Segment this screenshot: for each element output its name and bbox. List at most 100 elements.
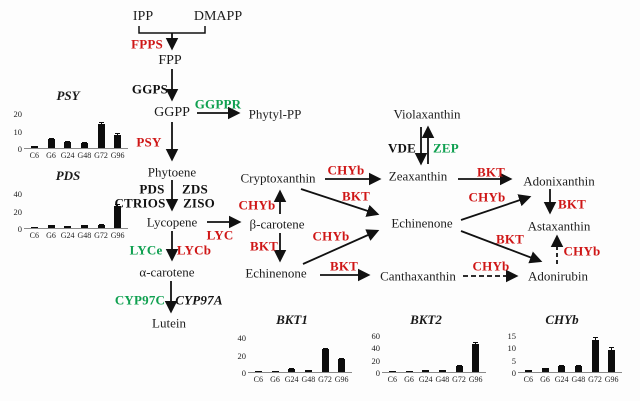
x-tick-label: G96 bbox=[110, 231, 125, 240]
chart-bkt2: BKT2 0 20 40 60 C6 G6 G24 G48 G72 G96 bbox=[360, 312, 492, 388]
metabolite-phytyl-pp: Phytyl-PP bbox=[248, 106, 302, 122]
x-axis-line bbox=[24, 228, 128, 229]
y-tick-label: 5 bbox=[511, 355, 516, 366]
metabolite-echinenone-left: Echinenone bbox=[245, 265, 307, 281]
y-tick-label: 10 bbox=[507, 343, 517, 354]
bar-G96 bbox=[608, 349, 616, 372]
enzyme-bkt-zeaxanthin-adonix: BKT bbox=[476, 164, 506, 180]
bar-G48 bbox=[80, 142, 88, 148]
chart-plot-chyb: 0 5 10 15 C6 G6 G24 G48 G72 G96 bbox=[508, 330, 622, 388]
error-bar bbox=[475, 341, 477, 345]
error-bar-cap bbox=[609, 347, 615, 349]
error-bar-cap bbox=[98, 122, 104, 124]
chart-plot-pds: 0 20 40 C6 G6 G24 G48 G72 G96 bbox=[14, 186, 128, 244]
bar-G72 bbox=[321, 349, 329, 372]
y-tick-label: 20 bbox=[371, 355, 381, 366]
enzyme-lyc: LYC bbox=[206, 227, 234, 243]
x-axis-line bbox=[518, 372, 622, 373]
bar-C6 bbox=[388, 371, 396, 372]
metabolite-adonirubin: Adonirubin bbox=[528, 268, 588, 284]
y-tick-label: 0 bbox=[511, 368, 516, 378]
metabolite-echinenone-center: Echinenone bbox=[391, 215, 453, 231]
enzyme-chyb-echinenone-adonix: CHYb bbox=[468, 189, 506, 205]
enzyme-cyp97a: CYP97A bbox=[175, 292, 223, 308]
enzyme-bkt-echinenone-adonirubin: BKT bbox=[495, 231, 525, 247]
error-bar-cap bbox=[339, 357, 345, 359]
bar-G96 bbox=[114, 206, 122, 228]
bar-G6 bbox=[47, 225, 55, 228]
x-tick-label: G24 bbox=[418, 375, 433, 384]
chart-plot-bkt2: 0 20 40 60 C6 G6 G24 G48 G72 G96 bbox=[372, 330, 486, 388]
chart-chyb: CHYb 0 5 10 15 C6 G6 G24 G48 G72 G96 bbox=[496, 312, 628, 388]
y-tick-label: 40 bbox=[13, 189, 23, 199]
y-tick-label: 0 bbox=[17, 144, 22, 154]
error-bar-cap bbox=[592, 337, 598, 339]
x-tick-label: G72 bbox=[452, 375, 466, 384]
bar-G96 bbox=[114, 134, 122, 148]
y-tick-label: 0 bbox=[17, 224, 22, 234]
metabolite-astaxanthin: Astaxanthin bbox=[527, 218, 591, 234]
error-bar bbox=[611, 347, 613, 350]
bar-G48 bbox=[438, 369, 446, 372]
error-bar-cap bbox=[456, 365, 462, 367]
y-tick-label: 60 bbox=[371, 330, 381, 341]
bar-G6 bbox=[541, 368, 549, 372]
error-bar-cap bbox=[322, 347, 328, 349]
enzyme-lycb: LYCb bbox=[176, 242, 212, 258]
bar-G72 bbox=[97, 224, 105, 228]
bar-C6 bbox=[30, 146, 38, 148]
x-axis-line bbox=[382, 372, 486, 373]
x-axis-line bbox=[24, 148, 128, 149]
metabolite-cryptoxanthin: Cryptoxanthin bbox=[240, 170, 316, 186]
enzyme-ggppr: GGPPR bbox=[194, 96, 242, 112]
x-tick-label: G6 bbox=[404, 375, 414, 384]
bar-G96 bbox=[472, 344, 480, 372]
bar-G6 bbox=[47, 139, 55, 148]
bar-G48 bbox=[80, 225, 88, 228]
x-tick-label: G24 bbox=[60, 151, 75, 160]
chart-plot-bkt1: 0 20 40 C6 G6 G24 G48 G72 G96 bbox=[238, 330, 352, 388]
error-bar-cap bbox=[473, 341, 479, 343]
x-tick-label: G48 bbox=[435, 375, 450, 384]
chart-bkt1: BKT1 0 20 40 C6 G6 G24 G48 G72 G96 bbox=[226, 312, 358, 388]
x-tick-label: G6 bbox=[270, 375, 280, 384]
bar-G72 bbox=[455, 365, 463, 372]
y-tick-label: 15 bbox=[507, 330, 517, 341]
chart-title-chyb: CHYb bbox=[545, 312, 579, 327]
y-tick-label: 40 bbox=[237, 333, 247, 343]
enzyme-chyb-crypto-zeaxanthin: CHYb bbox=[327, 162, 365, 178]
y-tick-label: 20 bbox=[13, 109, 23, 119]
x-tick-label: C6 bbox=[253, 375, 264, 384]
enzyme-chyb-bcarotene-crypto: CHYb bbox=[238, 197, 276, 213]
bar-G24 bbox=[558, 365, 566, 372]
y-tick-label: 20 bbox=[13, 206, 23, 217]
bar-G24 bbox=[422, 370, 430, 372]
metabolite-alpha-carotene: α-carotene bbox=[139, 264, 195, 280]
x-tick-label: G6 bbox=[540, 375, 550, 384]
enzyme-bkt-bcarotene-echinenone: BKT bbox=[249, 238, 279, 254]
metabolite-ipp: IPP bbox=[132, 9, 154, 24]
x-axis-line bbox=[248, 372, 352, 373]
metabolite-ggpp: GGPP bbox=[154, 105, 190, 120]
enzyme-psy: PSY bbox=[136, 134, 162, 150]
x-tick-label: G48 bbox=[77, 231, 92, 240]
x-tick-label: G24 bbox=[554, 375, 569, 384]
x-tick-label: C6 bbox=[387, 375, 398, 384]
bar-C6 bbox=[524, 369, 532, 372]
x-tick-label: G6 bbox=[46, 151, 56, 160]
enzyme-chyb-adonirubin-asta: CHYb bbox=[563, 243, 601, 259]
error-bar-cap bbox=[542, 367, 548, 369]
y-tick-label: 0 bbox=[241, 368, 246, 378]
enzyme-chyb-echinenone-echinenone: CHYb bbox=[312, 228, 350, 244]
bar-G6 bbox=[405, 370, 413, 372]
error-bar-cap bbox=[575, 364, 581, 366]
bracket-ipp-dmapp bbox=[138, 26, 206, 34]
enzyme-pds: PDS bbox=[139, 181, 165, 197]
y-tick-label: 40 bbox=[371, 343, 381, 354]
metabolite-adonixanthin: Adonixanthin bbox=[523, 173, 595, 189]
x-tick-label: G6 bbox=[46, 231, 56, 240]
chart-title-psy: PSY bbox=[56, 88, 80, 103]
error-bar-cap bbox=[289, 367, 295, 369]
x-tick-label: G72 bbox=[94, 151, 108, 160]
